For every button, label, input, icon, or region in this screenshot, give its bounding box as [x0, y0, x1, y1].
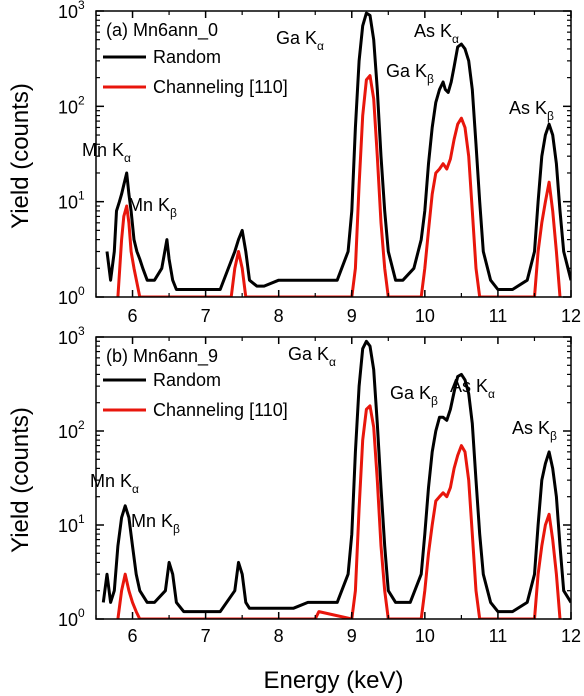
- peak-annotation-base: Mn K: [82, 140, 124, 160]
- peak-annotation: Mn Kβ: [131, 511, 180, 536]
- x-tick-label: 8: [274, 306, 284, 326]
- peak-annotation: Ga Kβ: [386, 61, 434, 86]
- y-tick-label: 103: [58, 324, 85, 348]
- y-tick-base: 10: [58, 516, 78, 536]
- peak-annotation: Mn Kα: [90, 471, 139, 496]
- series-line-channeling: [116, 404, 562, 619]
- legend-label-channeling: Channeling [110]: [153, 77, 288, 97]
- y-tick-label: 102: [58, 93, 85, 117]
- y-tick-base: 10: [58, 193, 78, 213]
- peak-annotation-subscript: β: [431, 394, 438, 408]
- peak-annotation-base: Ga K: [288, 344, 329, 364]
- peak-annotation-base: Ga K: [390, 383, 431, 403]
- x-tick-label: 11: [489, 306, 508, 326]
- peak-annotation: Mn Kβ: [128, 195, 177, 220]
- y-tick-exponent: 2: [78, 418, 85, 432]
- y-tick-label: 101: [58, 512, 85, 536]
- x-tick-label: 6: [128, 626, 138, 646]
- peak-annotation-subscript: α: [452, 32, 459, 46]
- plot-frame: [95, 336, 572, 620]
- y-tick-label: 103: [58, 0, 85, 22]
- series-line-channeling: [116, 74, 562, 297]
- peak-annotation-base: As K: [450, 376, 488, 396]
- peak-annotation-base: As K: [509, 98, 547, 118]
- x-tick-label: 9: [347, 626, 357, 646]
- x-tick-label: 10: [415, 306, 435, 326]
- y-tick-base: 10: [58, 288, 78, 308]
- x-axis-label: Energy (keV): [263, 667, 403, 694]
- x-tick-label: 7: [201, 306, 211, 326]
- x-tick-label: 10: [415, 626, 435, 646]
- peak-annotation: As Kβ: [512, 418, 557, 443]
- y-tick-label: 102: [58, 418, 85, 442]
- x-tick-label: 8: [274, 626, 284, 646]
- panel-label: (a) Mn6ann_0: [106, 20, 218, 41]
- y-tick-label: 100: [58, 606, 85, 630]
- legend-label-random: Random: [153, 370, 221, 390]
- peak-annotation-subscript: β: [170, 206, 177, 220]
- x-tick-label: 9: [347, 306, 357, 326]
- x-tick-label: 6: [128, 306, 138, 326]
- x-tick-label: 7: [201, 626, 211, 646]
- y-tick-base: 10: [58, 328, 78, 348]
- peak-annotation-base: Ga K: [386, 61, 427, 81]
- peak-annotation-base: Ga K: [276, 28, 317, 48]
- y-tick-base: 10: [58, 422, 78, 442]
- x-tick-label: 12: [561, 626, 581, 646]
- y-tick-exponent: 2: [78, 93, 85, 107]
- peak-annotation-base: Mn K: [90, 471, 132, 491]
- y-tick-exponent: 0: [78, 606, 85, 620]
- peak-annotation-base: As K: [414, 21, 452, 41]
- series-line-random: [101, 339, 571, 614]
- peak-annotation-subscript: α: [317, 39, 324, 53]
- peak-annotation-base: Mn K: [131, 511, 173, 531]
- peak-annotation-subscript: β: [427, 72, 434, 86]
- y-tick-exponent: 1: [78, 189, 85, 203]
- peak-annotation: As Kβ: [509, 98, 554, 123]
- y-tick-label: 100: [58, 284, 85, 308]
- peak-annotation: Ga Kα: [276, 28, 324, 53]
- y-tick-label: 101: [58, 189, 85, 213]
- peak-annotation-subscript: β: [173, 522, 180, 536]
- peak-annotation-base: Mn K: [128, 195, 170, 215]
- peak-annotation: Mn Kα: [82, 140, 131, 165]
- y-axis-label: Yield (counts): [7, 407, 34, 553]
- y-tick-base: 10: [58, 610, 78, 630]
- peak-annotation-base: As K: [512, 418, 550, 438]
- peak-annotation-subscript: β: [550, 429, 557, 443]
- plot-frame: [95, 10, 572, 298]
- peak-annotation-subscript: α: [124, 151, 131, 165]
- series-line-random: [105, 11, 571, 291]
- y-tick-exponent: 1: [78, 512, 85, 526]
- panel-label: (b) Mn6ann_9: [106, 346, 218, 367]
- peak-annotation: As Kα: [450, 376, 495, 401]
- peak-annotation: Ga Kβ: [390, 383, 438, 408]
- peak-annotation-subscript: α: [132, 482, 139, 496]
- peak-annotation: Ga Kα: [288, 344, 336, 369]
- legend-label-channeling: Channeling [110]: [153, 400, 288, 420]
- y-tick-base: 10: [58, 2, 78, 22]
- y-tick-exponent: 3: [78, 0, 85, 12]
- peak-annotation-subscript: β: [547, 109, 554, 123]
- y-tick-base: 10: [58, 97, 78, 117]
- y-tick-exponent: 0: [78, 284, 85, 298]
- y-axis-label: Yield (counts): [7, 83, 34, 229]
- legend-label-random: Random: [153, 47, 221, 67]
- x-tick-label: 12: [561, 306, 581, 326]
- x-tick-label: 11: [489, 626, 508, 646]
- peak-annotation: As Kα: [414, 21, 459, 46]
- y-tick-exponent: 3: [78, 324, 85, 338]
- peak-annotation-subscript: α: [488, 387, 495, 401]
- peak-annotation-subscript: α: [329, 355, 336, 369]
